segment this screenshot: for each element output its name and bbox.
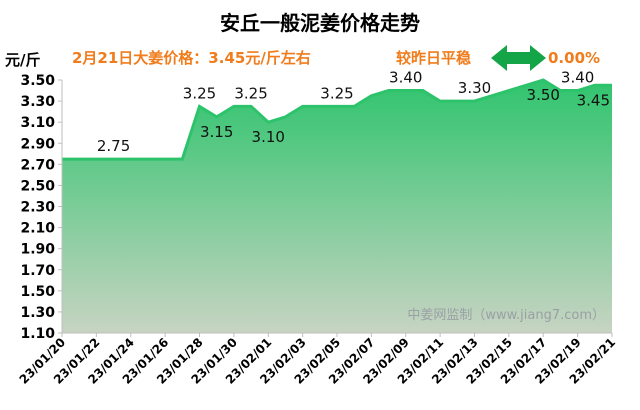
- y-tick-label-1: 1.30: [20, 305, 55, 321]
- double-arrow-icon: [491, 45, 546, 71]
- data-label-1: 3.25: [183, 84, 216, 102]
- data-label-6: 3.40: [389, 69, 422, 87]
- y-tick-label-12: 3.50: [20, 73, 55, 89]
- data-label-9: 3.40: [561, 69, 594, 87]
- y-tick-label-5: 2.10: [20, 221, 55, 237]
- data-labels: 2.753.253.153.253.103.253.403.30 3.503.40…: [97, 69, 610, 156]
- change-value: 0.00%: [548, 49, 600, 67]
- data-label-5: 3.25: [320, 84, 353, 102]
- price-note: 2月21日大姜价格：3.45元/斤左右: [72, 49, 311, 67]
- trend-label: 较昨日平稳: [396, 49, 471, 67]
- data-label-8: 3.50: [527, 86, 560, 104]
- y-tick-label-6: 2.30: [20, 200, 55, 216]
- data-label-2: 3.15: [200, 123, 233, 141]
- price-line: [62, 78, 612, 161]
- y-ticks: 1.10 1.30 1.50 1.70 1.90 2.10 2.30 2.50 2.70 2.90…: [20, 73, 62, 342]
- x-ticks: 23/01/2023/01/2223/01/2423/01/2623/01/28…: [17, 333, 618, 387]
- y-tick-label-7: 2.50: [20, 178, 55, 194]
- y-tick-label-4: 1.90: [20, 242, 55, 258]
- y-axis-unit: 元/斤: [5, 51, 40, 69]
- y-tick-label-10: 3.10: [20, 115, 55, 131]
- data-label-10: 3.45: [577, 91, 610, 109]
- y-tick-label-0: 1.10: [20, 326, 55, 342]
- y-tick-label-9: 2.90: [20, 136, 55, 152]
- data-label-0: 2.75: [97, 137, 130, 155]
- data-label-4: 3.10: [252, 128, 285, 146]
- y-tick-label-2: 1.50: [20, 284, 55, 300]
- data-label-3: 3.25: [234, 84, 267, 102]
- data-label-7: 3.30: [458, 79, 491, 97]
- chart-title: 安丘一般泥姜价格走势: [220, 11, 420, 35]
- y-tick-label-3: 1.70: [20, 263, 55, 279]
- price-area: [62, 80, 612, 333]
- y-tick-label-8: 2.70: [20, 157, 55, 173]
- y-tick-label-11: 3.30: [20, 94, 55, 110]
- watermark: 中姜网监制（www.jiang7.com）: [407, 308, 605, 323]
